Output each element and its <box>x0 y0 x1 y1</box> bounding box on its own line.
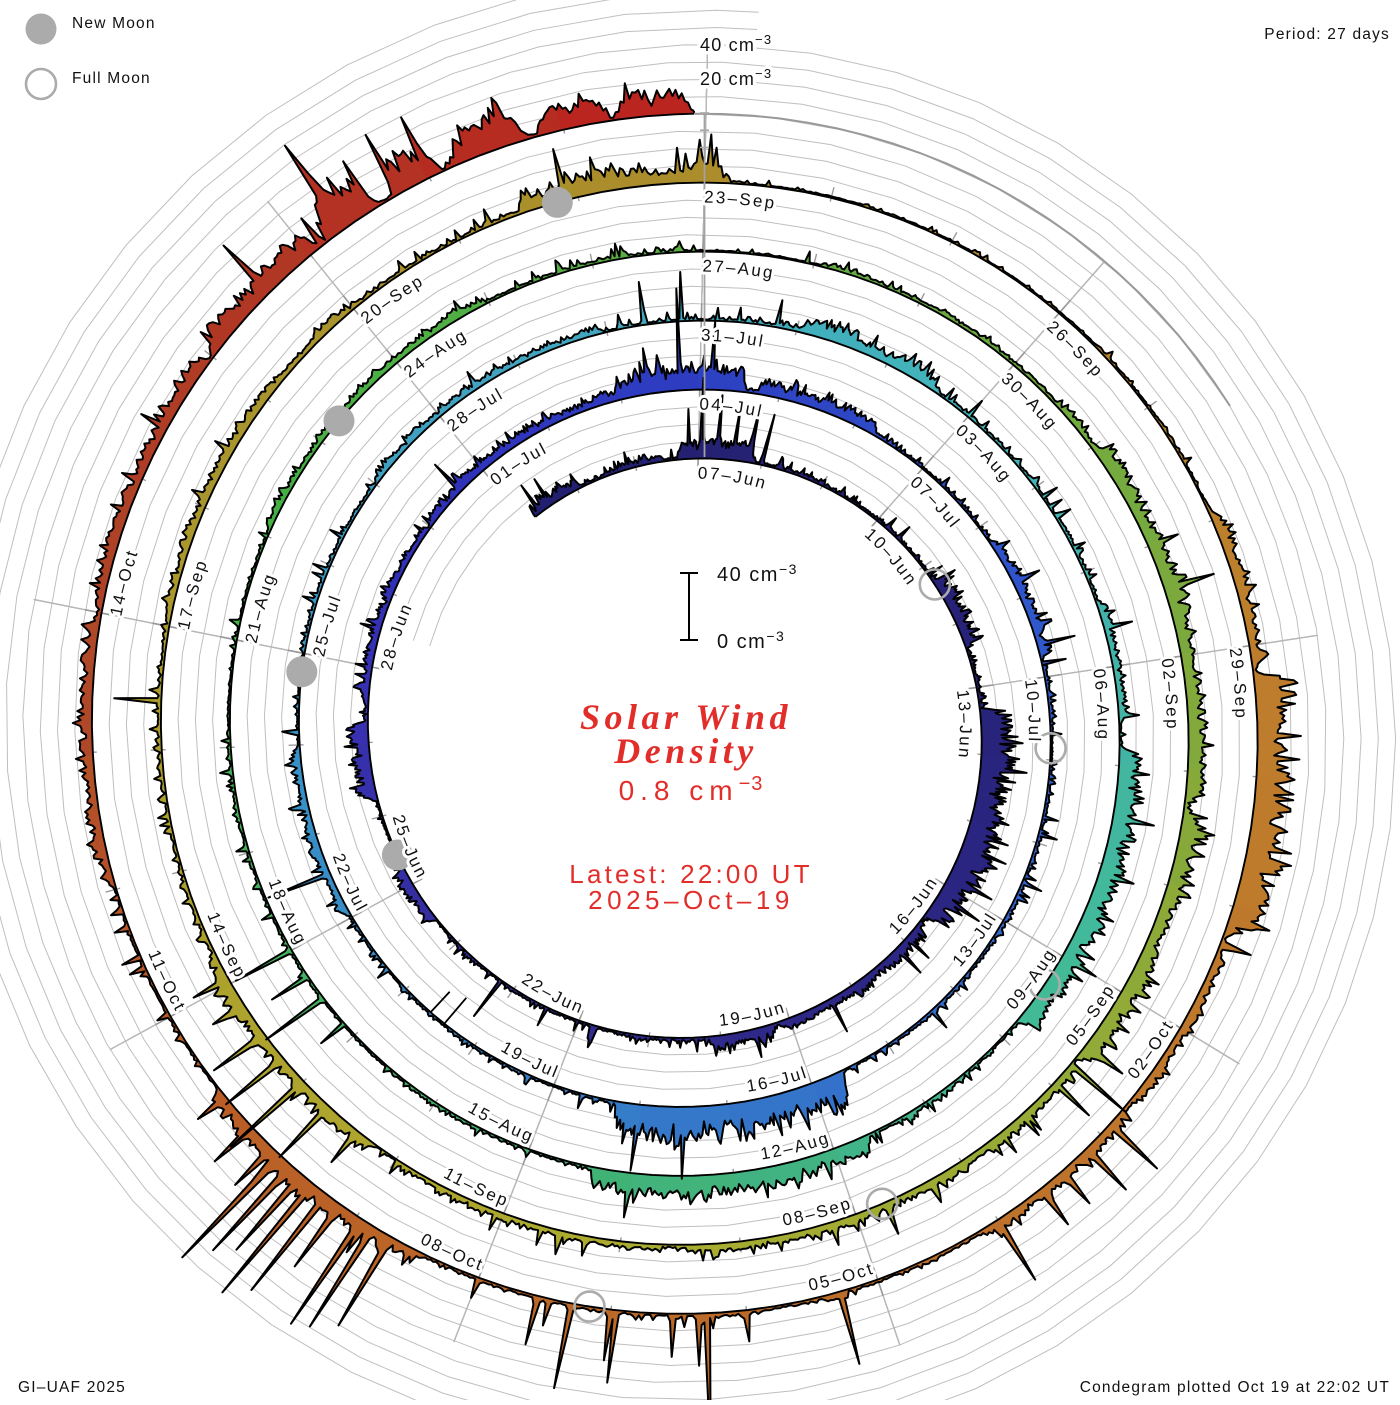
svg-text:2025–Oct–19: 2025–Oct–19 <box>588 885 794 915</box>
svg-text:Density: Density <box>613 731 758 771</box>
svg-text:13–Jun: 13–Jun <box>953 689 975 761</box>
svg-text:Condegram plotted Oct 19 at 22: Condegram plotted Oct 19 at 22:02 UT <box>1080 1379 1390 1396</box>
svg-text:Solar Wind: Solar Wind <box>580 697 792 737</box>
svg-text:Latest: 22:00 UT: Latest: 22:00 UT <box>569 859 812 889</box>
svg-text:0.8 cm−3: 0.8 cm−3 <box>619 773 764 806</box>
svg-text:Full Moon: Full Moon <box>72 70 151 87</box>
svg-text:Period: 27 days: Period: 27 days <box>1264 26 1390 43</box>
svg-text:New Moon: New Moon <box>72 15 156 32</box>
svg-text:GI–UAF 2025: GI–UAF 2025 <box>18 1379 126 1396</box>
